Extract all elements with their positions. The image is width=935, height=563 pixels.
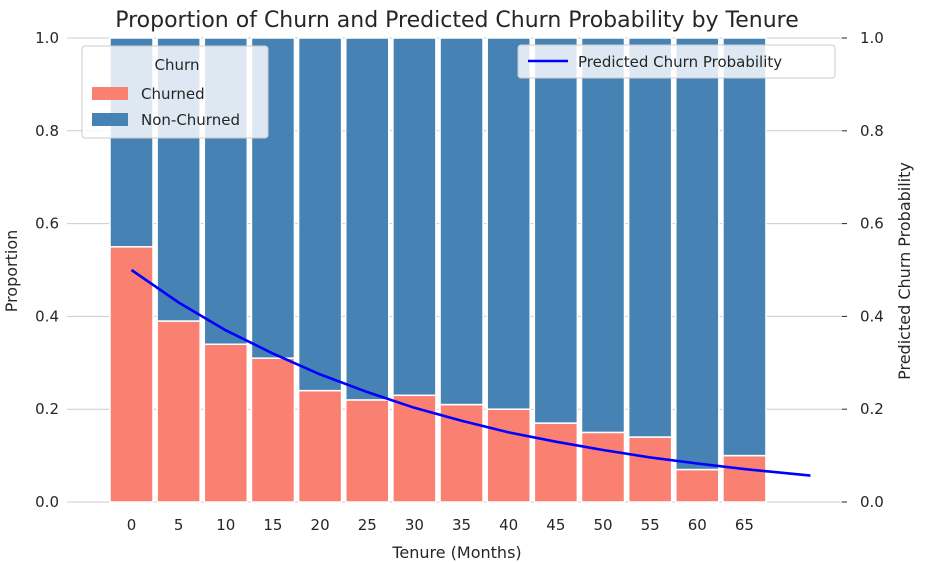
bar-non-churned <box>439 37 484 406</box>
y2-tick-label: 0.0 <box>860 493 884 511</box>
bar-churned <box>203 343 249 503</box>
x-tick-label: 35 <box>452 516 471 534</box>
y-tick-label: 0.2 <box>35 400 59 418</box>
x-tick-label: 50 <box>593 516 612 534</box>
legend-label-predicted: Predicted Churn Probability <box>578 53 782 71</box>
bar-churned <box>156 320 201 503</box>
bar-non-churned <box>533 37 579 424</box>
legend-swatch-churned <box>92 87 128 100</box>
bar-churned <box>345 399 390 503</box>
bar-churned <box>627 436 673 503</box>
x-tick-label: 55 <box>641 516 660 534</box>
x-tick-label: 20 <box>311 516 330 534</box>
x-tick-label: 10 <box>216 516 235 534</box>
x-tick-label: 0 <box>127 516 137 534</box>
bar-churned <box>250 357 296 503</box>
line-group <box>130 268 811 477</box>
y-axis-label: Proportion <box>2 230 21 313</box>
legend-swatch-non-churned <box>92 113 128 126</box>
y2-axis-label: Predicted Churn Probability <box>895 162 914 380</box>
y2-tick-label: 0.6 <box>860 215 884 233</box>
x-tick-label: 25 <box>358 516 377 534</box>
x-axis-label: Tenure (Months) <box>391 543 521 562</box>
y2-tick-label: 0.4 <box>860 307 884 325</box>
bar-churned <box>439 403 484 503</box>
bar-non-churned <box>486 37 531 410</box>
bar-churned <box>580 431 626 503</box>
y-tick-label: 1.0 <box>35 29 59 47</box>
bar-churned <box>722 454 767 503</box>
x-tick-label: 15 <box>263 516 282 534</box>
x-tick-label: 60 <box>688 516 707 534</box>
legend-label-churned: Churned <box>141 85 205 103</box>
x-tick-label: 5 <box>174 516 184 534</box>
bars-group <box>109 37 767 503</box>
axes-group: 0.0 0.2 0.4 0.6 0.8 1.0 0.0 0.2 0.4 0.6 0.8 1.0 0 5 10… <box>35 29 884 534</box>
bar-churned <box>675 468 720 503</box>
y-tick-label: 0.6 <box>35 215 59 233</box>
bar-non-churned <box>345 37 390 401</box>
bar-non-churned <box>297 37 343 392</box>
x-tick-label: 45 <box>546 516 565 534</box>
x-tick-label: 30 <box>405 516 424 534</box>
y2-tick-label: 0.8 <box>860 122 884 140</box>
y-tick-label: 0.8 <box>35 122 59 140</box>
bar-churned <box>486 408 531 503</box>
predicted-churn-line <box>130 268 811 477</box>
legend-churn-box <box>81 45 269 139</box>
bar-non-churned <box>675 37 720 471</box>
y2-tick-label: 0.2 <box>860 400 884 418</box>
bar-non-churned <box>392 37 437 397</box>
bar-churned <box>297 389 343 503</box>
bar-churned <box>109 246 154 503</box>
bar-non-churned <box>722 37 767 457</box>
chart-title: Proportion of Churn and Predicted Churn … <box>115 8 799 33</box>
legend-label-non-churned: Non-Churned <box>141 111 240 129</box>
bar-non-churned <box>580 37 626 434</box>
bar-non-churned <box>627 37 673 438</box>
bar-churned <box>533 422 579 503</box>
y-tick-label: 0.0 <box>35 493 59 511</box>
x-tick-label: 40 <box>499 516 518 534</box>
legend-churn: Churn Churned Non-Churned <box>81 45 269 139</box>
legend-line-box <box>517 44 836 79</box>
y2-tick-label: 1.0 <box>860 29 884 47</box>
x-tick-label: 65 <box>735 516 754 534</box>
legend-title: Churn <box>155 56 200 74</box>
y-tick-label: 0.4 <box>35 307 59 325</box>
legend-line: Predicted Churn Probability <box>517 44 836 79</box>
